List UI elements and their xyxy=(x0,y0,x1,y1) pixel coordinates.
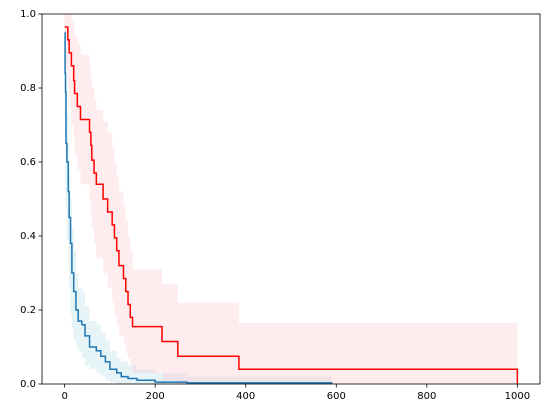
x-tick-label: 600 xyxy=(327,391,346,402)
survival-line xyxy=(64,31,333,384)
survival-line xyxy=(64,26,519,384)
y-tick-label: 0.8 xyxy=(20,83,36,94)
x-tick-label: 1000 xyxy=(505,391,530,402)
x-tick-label: 400 xyxy=(236,391,255,402)
x-tick-label: 0 xyxy=(61,391,67,402)
y-tick-label: 0.6 xyxy=(20,157,36,168)
y-tick-label: 0.2 xyxy=(20,305,36,316)
confidence-band xyxy=(64,14,518,384)
plot-frame xyxy=(41,13,541,385)
y-tick-label: 0.4 xyxy=(20,231,36,242)
x-tick-label: 200 xyxy=(146,391,165,402)
y-tick-label: 1.0 xyxy=(20,9,36,20)
y-tick-label: 0.0 xyxy=(20,379,36,390)
x-tick-label: 800 xyxy=(417,391,436,402)
